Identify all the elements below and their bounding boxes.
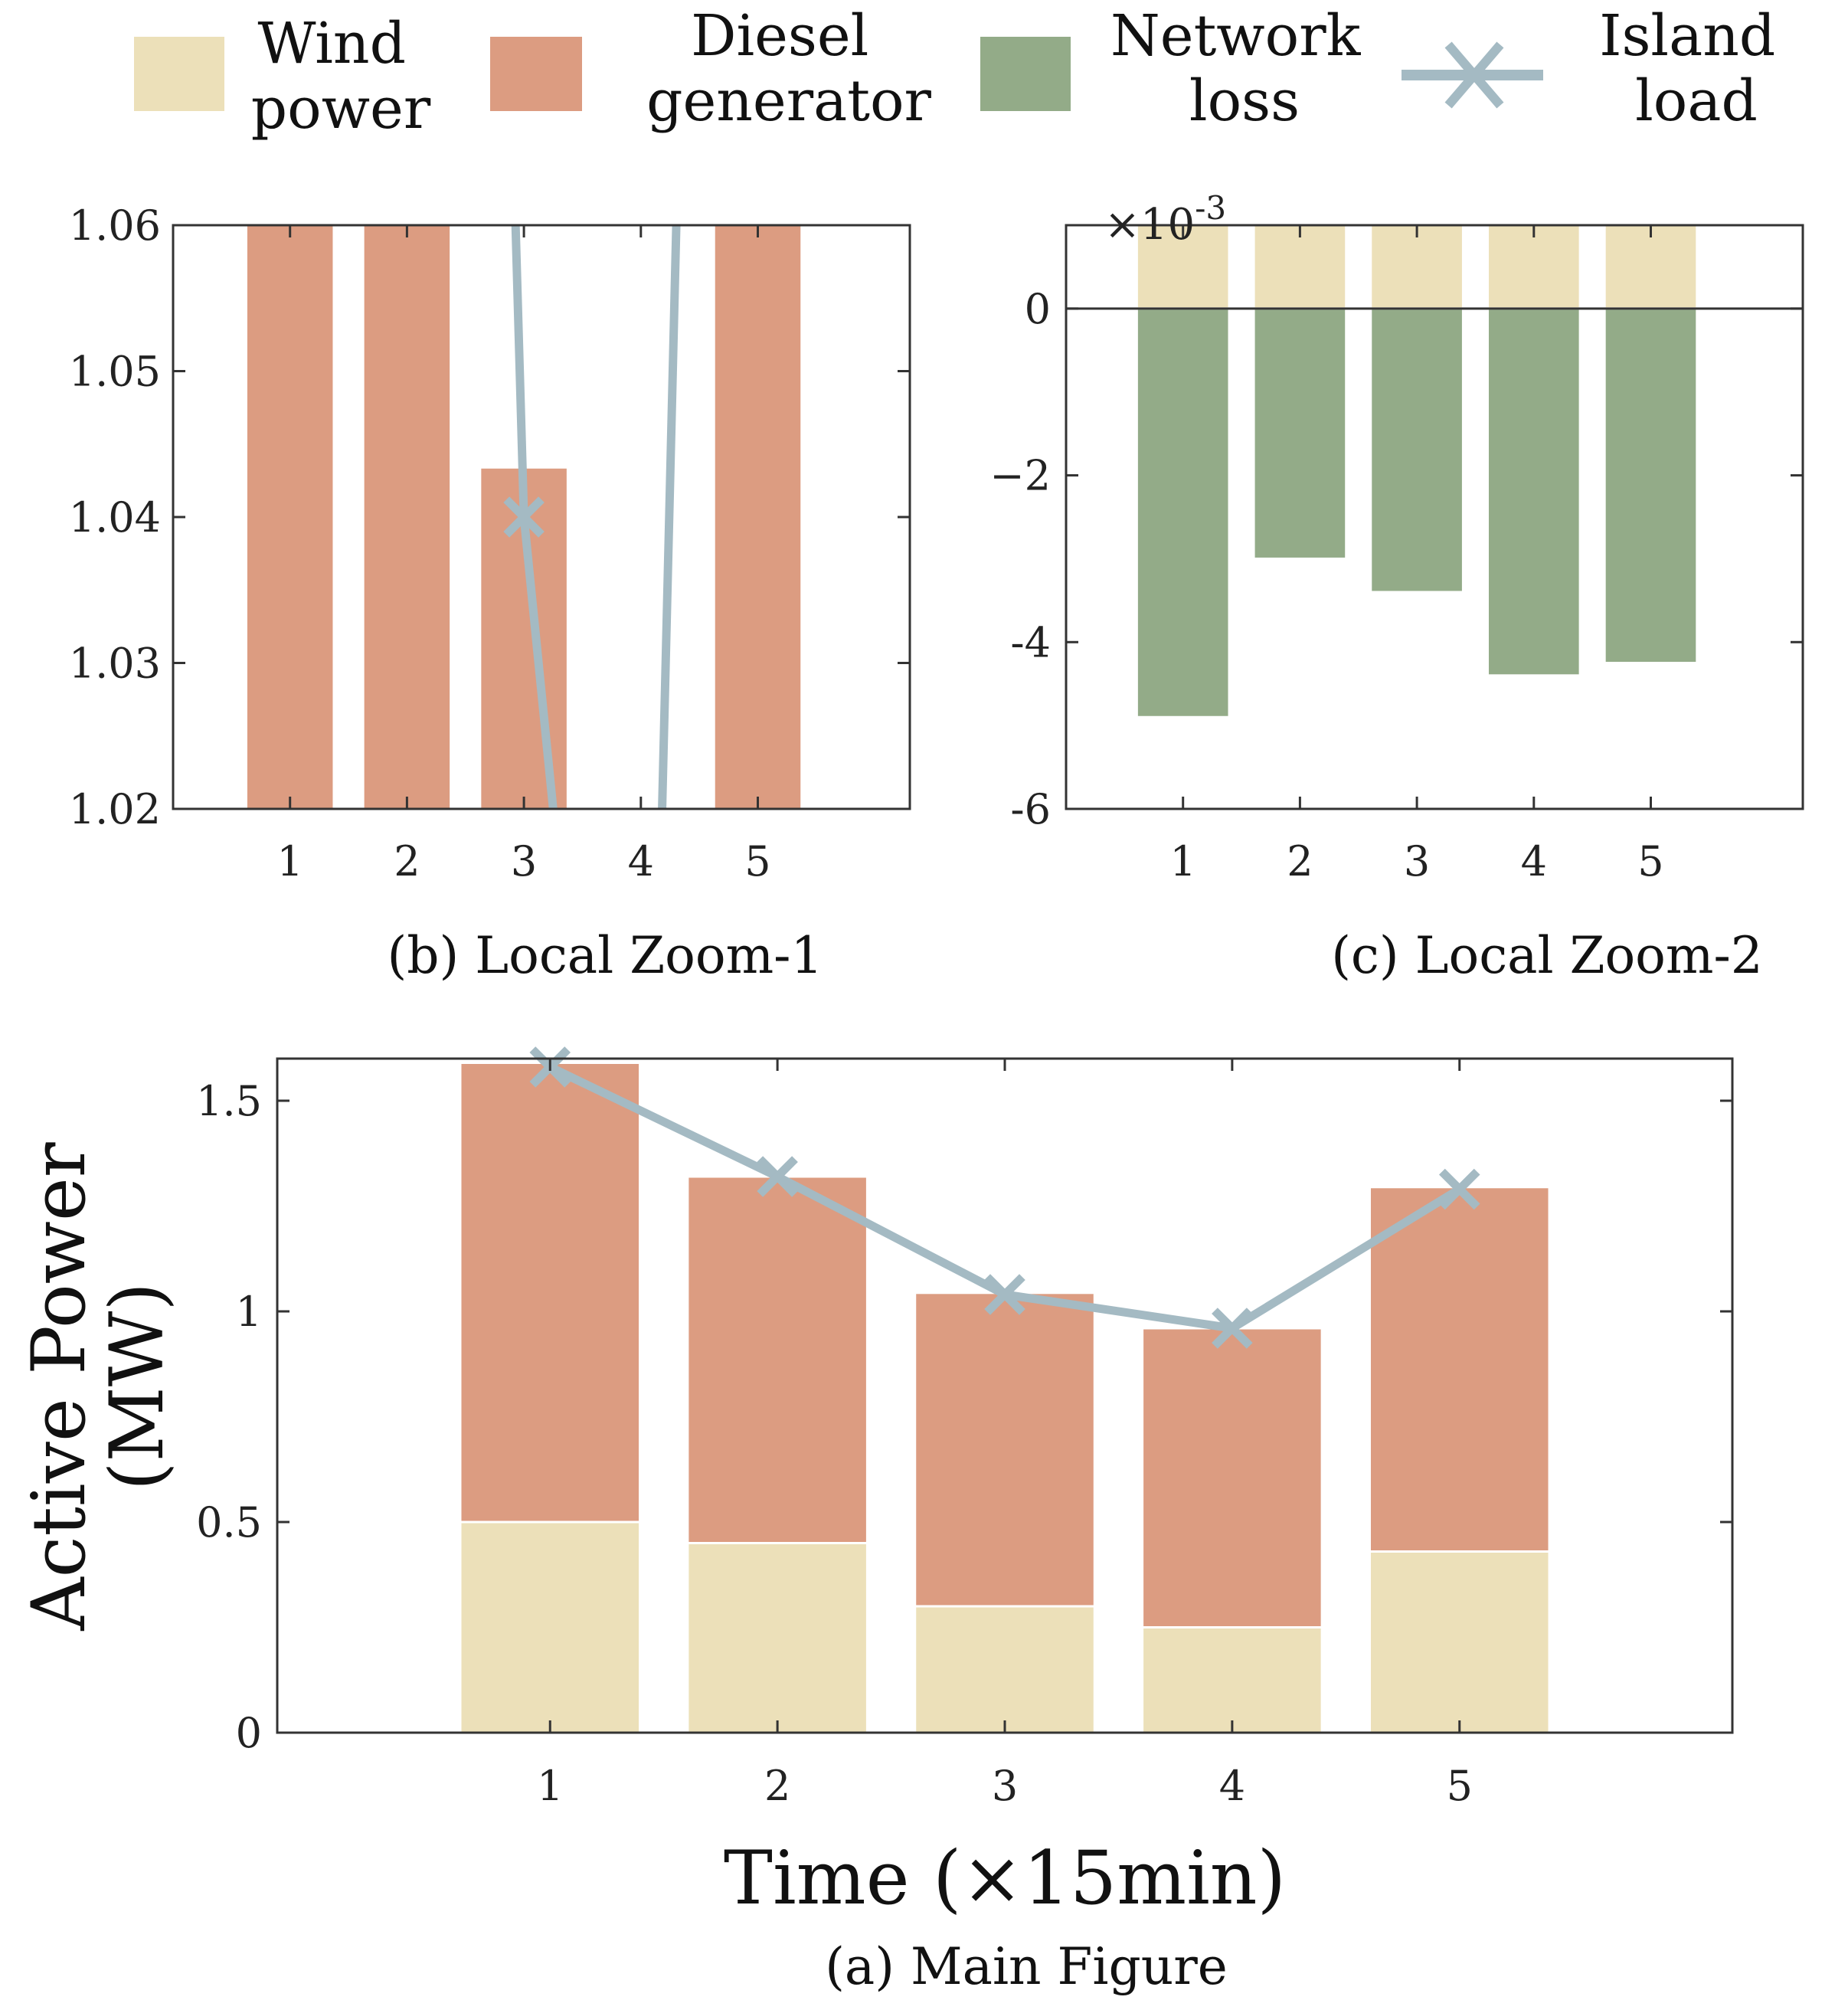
wind-power-bar [1252, 225, 1348, 310]
x-tick-label: 1 [277, 837, 303, 885]
legend-loss-label: Network loss [1110, 3, 1379, 134]
panel-local-zoom-2: -6 -4 −2 0 1 2 3 4 5 ×10-3 (c) Local Zoom-2 [989, 189, 1804, 985]
x-tick-label: 2 [764, 1762, 790, 1810]
wind-power-bar [1486, 225, 1581, 310]
island-load-marker [1212, 1308, 1253, 1349]
x-tick-label: 4 [1521, 837, 1547, 885]
y-tick-label: 1.04 [69, 493, 161, 542]
network-loss-bar [1135, 307, 1231, 718]
x-tick-label: 3 [992, 1762, 1018, 1810]
x-tick-label: 4 [628, 837, 654, 885]
diesel-generator-bar [686, 1175, 868, 1544]
island-load-marker [757, 1156, 798, 1197]
legend-diesel-label: Diesel generator [646, 3, 931, 134]
wind-power-bar [1369, 225, 1464, 310]
network-loss-bar [1252, 307, 1348, 560]
legend-wind-label: Wind power [251, 11, 431, 142]
x-tick-label: 4 [1219, 1762, 1245, 1810]
diesel-generator-bar [712, 225, 803, 809]
legend-load-marker [1444, 41, 1504, 109]
network-loss-bar [1603, 307, 1699, 664]
legend-loss-swatch [980, 37, 1071, 111]
x-tick-label: 2 [1287, 837, 1313, 885]
x-tick-label: 2 [394, 837, 420, 885]
y-exponent-label: ×10-3 [1104, 189, 1226, 250]
x-tick-label: 3 [511, 837, 537, 885]
y-tick-label: 1.5 [196, 1077, 262, 1125]
caption-zoom2: (c) Local Zoom-2 [1331, 926, 1763, 985]
zoom2-axes-frame [1065, 224, 1804, 810]
network-loss-bar [1486, 307, 1581, 677]
x-tick-label: 1 [537, 1762, 563, 1810]
island-load-marker [984, 1274, 1025, 1315]
wind-power-bar [1603, 225, 1699, 310]
y-tick-label: 0 [1025, 285, 1051, 333]
x-tick-label: 5 [1637, 837, 1663, 885]
x-tick-label: 3 [1404, 837, 1430, 885]
diesel-generator-bar [459, 1062, 642, 1524]
legend-load-label: Island load [1599, 3, 1794, 134]
caption-main: (a) Main Figure [825, 1937, 1228, 1996]
panel-main-figure: 0 0.5 1 1.5 1 2 3 4 5 Time (×15min) Active Power(M… [16, 1046, 1734, 1996]
island-load-marker [503, 496, 545, 538]
legend-wind-swatch [134, 37, 224, 111]
panel-local-zoom-1: 1.02 1.03 1.04 1.05 1.06 1 2 3 4 5 (b) Local Zoom-… [69, 201, 911, 985]
y-tick-label: 0.5 [196, 1498, 262, 1547]
y-tick-label: 1.05 [69, 348, 161, 396]
y-tick-label: 1 [236, 1288, 262, 1336]
network-loss-bar [1369, 307, 1464, 594]
wind-power-bar [1141, 1626, 1323, 1733]
legend-diesel-swatch [490, 37, 582, 111]
y-tick-label: -6 [1010, 785, 1051, 833]
wind-power-bar [1135, 225, 1231, 310]
diesel-generator-bar [914, 1291, 1096, 1608]
y-tick-label: -4 [1010, 618, 1051, 666]
x-tick-label: 1 [1170, 837, 1196, 885]
y-tick-label: 1.02 [69, 785, 161, 833]
diesel-generator-bar [1368, 1186, 1551, 1553]
y-tick-label: 1.06 [69, 201, 161, 250]
x-axis-label: Time (×15min) [724, 1835, 1286, 1921]
wind-power-bar [914, 1605, 1096, 1733]
caption-zoom1: (b) Local Zoom-1 [388, 926, 823, 985]
y-tick-label: 1.03 [69, 640, 161, 688]
y-tick-label: 0 [236, 1709, 262, 1757]
x-tick-label: 5 [744, 837, 770, 885]
y-tick-label: −2 [989, 452, 1051, 500]
legend: Wind power Diesel generator Network loss… [134, 3, 1794, 142]
diesel-generator-bar [361, 225, 453, 809]
x-tick-label: 5 [1447, 1762, 1473, 1810]
island-load-marker [1438, 1168, 1480, 1210]
wind-power-bar [686, 1542, 868, 1733]
y-axis-label: Active Power(MW) [16, 1142, 180, 1631]
wind-power-bar [459, 1520, 642, 1733]
diesel-generator-bar [244, 225, 335, 809]
wind-power-bar [1368, 1550, 1551, 1733]
diesel-generator-bar [1141, 1327, 1323, 1628]
